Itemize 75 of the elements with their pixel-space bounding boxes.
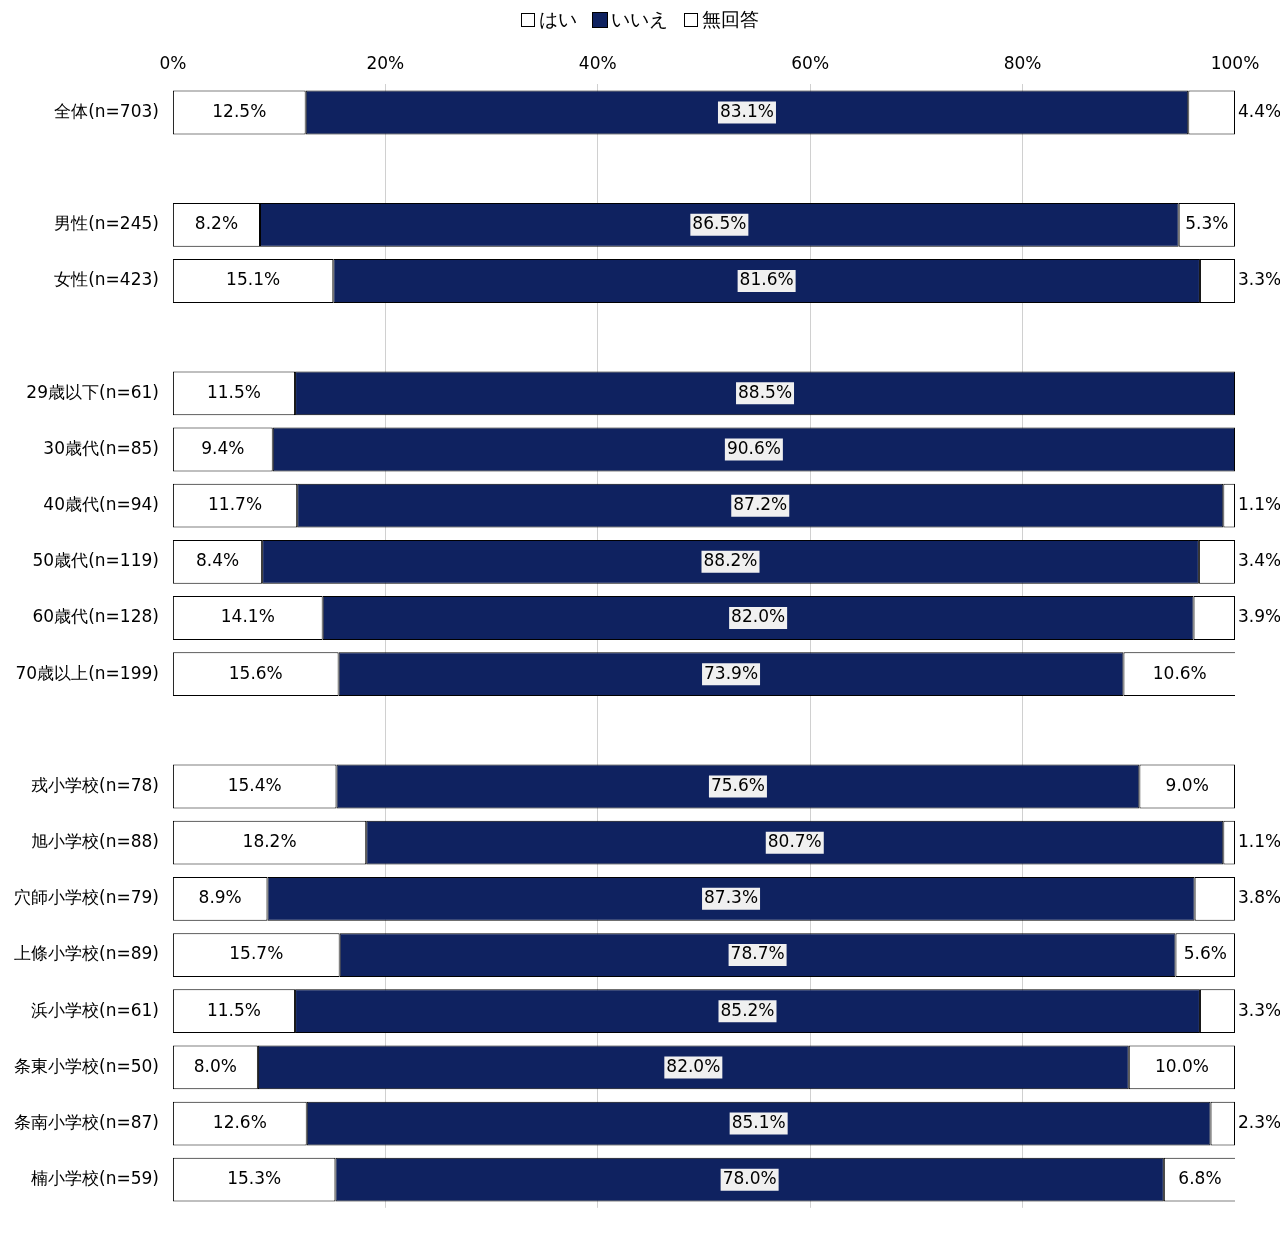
data-label: 82.0% <box>666 1055 721 1076</box>
data-label: 90.6% <box>726 437 781 458</box>
data-label: 3.8% <box>1238 887 1280 908</box>
data-label: 86.5% <box>692 213 747 234</box>
data-label: 83.1% <box>719 100 774 121</box>
y-tick-label: 50歳代(n=119) <box>32 550 159 571</box>
y-tick-label: 29歳以下(n=61) <box>26 381 159 402</box>
data-label: 81.6% <box>739 269 794 290</box>
data-label: 9.0% <box>1165 774 1209 795</box>
data-label: 78.0% <box>722 1168 777 1189</box>
y-tick-label: 女性(n=423) <box>54 269 159 290</box>
data-label: 15.4% <box>227 774 282 795</box>
data-label: 78.7% <box>730 943 785 964</box>
data-label: 85.1% <box>731 1111 786 1132</box>
data-label: 18.2% <box>242 831 297 852</box>
y-tick-label: 上條小学校(n=89) <box>13 943 159 964</box>
data-label: 10.0% <box>1154 1055 1209 1076</box>
data-label: 6.8% <box>1178 1168 1222 1189</box>
data-label: 3.3% <box>1238 269 1280 290</box>
data-label: 3.3% <box>1238 999 1280 1020</box>
data-label: 15.6% <box>228 662 283 683</box>
data-label: 73.9% <box>704 662 759 683</box>
data-label: 75.6% <box>710 774 765 795</box>
x-tick-label: 60% <box>791 52 830 73</box>
y-tick-label: 条南小学校(n=87) <box>13 1111 159 1132</box>
y-tick-label: 浜小学校(n=61) <box>30 999 159 1020</box>
y-tick-label: 70歳以上(n=199) <box>15 662 159 683</box>
data-label: 11.5% <box>206 381 261 402</box>
data-label: 14.1% <box>220 606 275 627</box>
data-label: 11.7% <box>208 494 263 515</box>
x-tick-label: 80% <box>1003 52 1042 73</box>
data-label: 1.1% <box>1238 494 1280 515</box>
y-tick-label: 60歳代(n=128) <box>32 606 159 627</box>
data-label: 3.9% <box>1238 606 1280 627</box>
data-label: 9.4% <box>201 437 245 458</box>
data-label: 8.2% <box>194 213 239 234</box>
data-label: 1.1% <box>1238 831 1280 852</box>
data-label: 12.6% <box>212 1111 267 1132</box>
legend-label: いいえ <box>611 7 668 32</box>
y-tick-label: 40歳代(n=94) <box>43 494 159 515</box>
data-label: 11.5% <box>206 999 261 1020</box>
y-tick-label: 30歳代(n=85) <box>43 437 159 458</box>
data-label: 2.3% <box>1238 1111 1280 1132</box>
y-tick-label: 楠小学校(n=59) <box>30 1168 159 1189</box>
legend-label: 無回答 <box>702 7 759 32</box>
x-tick-label: 20% <box>366 52 405 73</box>
data-label: 88.5% <box>738 381 793 402</box>
data-label: 10.6% <box>1152 662 1207 683</box>
data-label: 8.4% <box>195 550 240 571</box>
data-label: 5.6% <box>1183 943 1227 964</box>
x-tick-label: 40% <box>578 52 617 73</box>
data-label: 8.0% <box>193 1055 237 1076</box>
y-tick-label: 全体(n=703) <box>54 100 159 121</box>
data-label: 8.9% <box>198 887 242 908</box>
data-label: 4.4% <box>1238 100 1280 121</box>
data-label: 85.2% <box>720 999 775 1020</box>
data-label: 87.3% <box>704 887 759 908</box>
data-label: 12.5% <box>212 100 267 121</box>
data-label: 88.2% <box>703 550 758 571</box>
y-tick-label: 旭小学校(n=88) <box>30 831 159 852</box>
data-label: 80.7% <box>767 831 822 852</box>
legend-label: はい <box>539 7 577 32</box>
y-tick-label: 男性(n=245) <box>54 213 159 234</box>
data-label: 87.2% <box>733 494 788 515</box>
data-label: 15.7% <box>229 943 284 964</box>
x-tick-label: 100% <box>1210 52 1260 73</box>
data-label: 3.4% <box>1238 550 1280 571</box>
data-label: 15.3% <box>227 1168 282 1189</box>
x-tick-label: 0% <box>159 52 187 73</box>
y-tick-label: 戎小学校(n=78) <box>30 774 159 795</box>
y-tick-label: 条東小学校(n=50) <box>13 1055 159 1076</box>
data-label: 15.1% <box>226 269 281 290</box>
data-label: 5.3% <box>1185 213 1229 234</box>
y-tick-label: 穴師小学校(n=79) <box>13 887 159 908</box>
data-label: 82.0% <box>731 606 786 627</box>
